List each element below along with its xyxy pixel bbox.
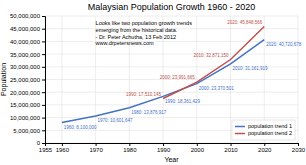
chart-title: Malaysian Population Growth 1960 - 2020	[88, 2, 256, 12]
tick-mark	[163, 143, 164, 146]
tick-label: 1970	[89, 147, 103, 153]
data-label: 2000: 23,370,501	[199, 86, 235, 91]
legend-box	[232, 120, 295, 140]
data-label: 1970: 10,601,647	[98, 118, 134, 123]
tick-label: 5,000,000	[13, 128, 40, 134]
x-axis-title: Year	[164, 156, 179, 163]
tick-label: 40,000,000	[10, 39, 41, 45]
tick-mark	[42, 143, 45, 144]
axis-tick: 30,000,000	[10, 64, 45, 70]
tick-mark	[42, 130, 45, 131]
tick-label: 1955	[39, 147, 53, 153]
axis-tick: 10,000,000	[10, 115, 45, 121]
axis-tick: 5,000,000	[13, 128, 45, 134]
data-label: 1960: 8,100,000	[64, 125, 97, 130]
tick-mark	[42, 80, 45, 81]
data-labels: 1960: 8,100,0001970: 10,601,647 1980: 13,…	[64, 20, 302, 140]
y-axis: 0 5,000,000 10,000,000 15,000,000 20,000,000…	[10, 13, 46, 146]
tick-mark	[42, 92, 45, 93]
data-label: 2010: 31,161,919	[233, 66, 269, 71]
data-label: 2000: 23,991,665	[160, 75, 196, 80]
tick-mark	[42, 41, 45, 42]
tick-mark	[42, 54, 45, 55]
y-axis-title: Population	[0, 63, 8, 96]
axis-tick: 1970	[89, 143, 103, 153]
data-label: 2010: 32,871,150	[193, 53, 229, 58]
tick-label: 25,000,000	[10, 77, 41, 83]
tick-label: 2030	[292, 147, 306, 153]
tick-label: 1990	[157, 147, 171, 153]
axis-tick: 0	[37, 140, 45, 146]
tick-mark	[197, 143, 198, 146]
tick-label: 45,000,000	[10, 26, 41, 32]
series-line	[62, 40, 264, 123]
legend-swatch	[235, 126, 245, 128]
data-label: 1990: 18,361,429	[165, 99, 201, 104]
axis-domain	[46, 144, 299, 147]
plot: 19551960 1970 1980 1990 2000 2010 2020 2030 0 5,0…	[10, 13, 306, 153]
legend-label: population trend 2	[248, 130, 292, 136]
grid	[45, 16, 298, 143]
tick-label: 2020	[258, 147, 272, 153]
grid-line-y	[45, 54, 298, 55]
axis-tick: 1955	[39, 143, 53, 153]
tick-mark	[264, 143, 265, 146]
legend: population trend 1population trend 2	[232, 120, 295, 140]
grid-line-y	[45, 104, 298, 105]
data-label: 2020: 45,848,566	[227, 20, 263, 25]
axis-tick: 40,000,000	[10, 39, 45, 45]
axis-tick: 2020	[258, 143, 272, 153]
axis-domain	[42, 17, 46, 144]
annotation: Looks like two population growth trendse…	[95, 20, 193, 46]
tick-label: 10,000,000	[10, 115, 41, 121]
tick-mark	[129, 143, 130, 146]
x-axis: 19551960 1970 1980 1990 2000 2010 2020 2030	[39, 143, 306, 153]
axis-tick: 2010	[224, 143, 238, 153]
axis-tick: 2000	[191, 143, 205, 153]
series-lines	[62, 27, 264, 123]
tick-label: 1980	[123, 147, 137, 153]
annotation-line: www.drpetersnews.com	[95, 40, 154, 46]
tick-mark	[231, 143, 232, 146]
axis-tick: 35,000,000	[10, 52, 45, 58]
tick-label: 30,000,000	[10, 64, 41, 70]
tick-mark	[42, 29, 45, 30]
axis-tick: 1990	[157, 143, 171, 153]
legend-label: population trend 1	[248, 123, 292, 129]
tick-label: 2000	[191, 147, 205, 153]
chart: 19551960 1970 1980 1990 2000 2010 2020 2030 0 5,0…	[0, 0, 306, 165]
data-label: 2020: 40,720,678	[266, 42, 302, 47]
tick-label: 0	[37, 140, 41, 146]
annotation-line: Looks like two population growth trends	[96, 20, 193, 26]
axis-tick: 1980	[123, 143, 137, 153]
legend-swatch	[235, 133, 245, 135]
tick-mark	[42, 105, 45, 106]
tick-label: 35,000,000	[10, 52, 41, 58]
axis-tick: 50,000,000	[10, 13, 45, 19]
annotation-line: emerging from the historical data.	[96, 27, 178, 33]
axis-tick: 2030	[292, 143, 306, 153]
tick-mark	[42, 118, 45, 119]
axis-tick: 1960	[56, 143, 70, 153]
axis-tick: 20,000,000	[10, 90, 45, 96]
axis-tick: 25,000,000	[10, 77, 45, 83]
tick-label: 2010	[224, 147, 238, 153]
axis-tick: 45,000,000	[10, 26, 45, 32]
tick-mark	[42, 16, 45, 17]
tick-mark	[96, 143, 97, 146]
data-label: 1990: 17,510,145	[126, 92, 162, 97]
annotation-line: - Dr. Peter Achutha, 13 Feb 2012	[96, 34, 176, 40]
axis-tick: 15,000,000	[10, 102, 45, 108]
series-line	[163, 27, 264, 99]
tick-mark	[42, 67, 45, 68]
grid-line-y	[45, 16, 298, 17]
tick-mark	[298, 143, 299, 146]
data-label: 1980: 13,876,917	[131, 110, 167, 115]
tick-label: 50,000,000	[10, 13, 41, 19]
tick-label: 20,000,000	[10, 90, 41, 96]
tick-label: 15,000,000	[10, 102, 41, 108]
tick-mark	[62, 143, 63, 146]
tick-label: 1960	[56, 147, 70, 153]
